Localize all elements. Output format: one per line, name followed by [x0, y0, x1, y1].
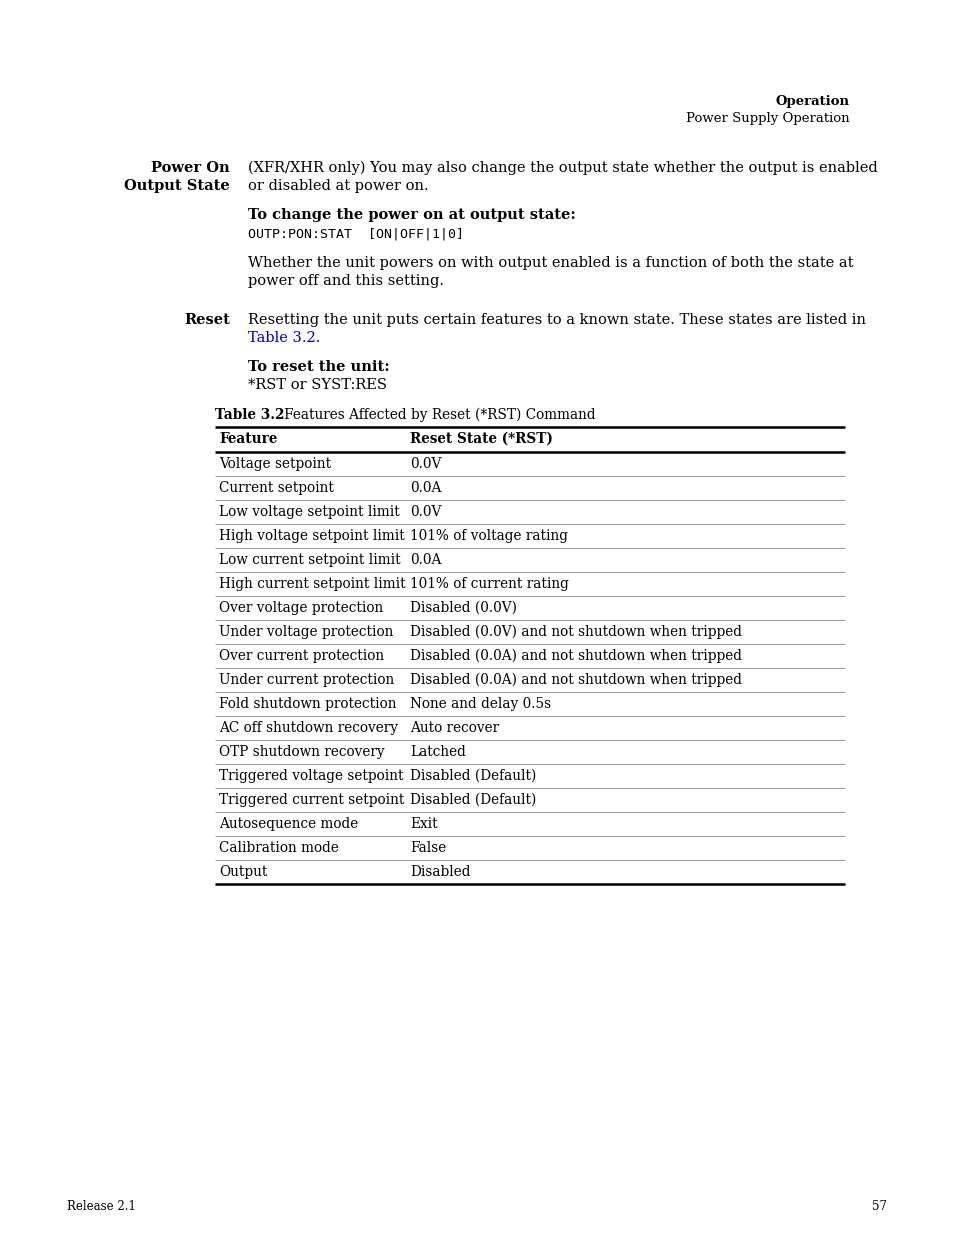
Text: Under current protection: Under current protection	[219, 673, 394, 687]
Text: Latched: Latched	[410, 745, 465, 760]
Text: Power On: Power On	[152, 161, 230, 175]
Text: Reset: Reset	[184, 312, 230, 327]
Text: *RST or SYST:RES: *RST or SYST:RES	[248, 378, 387, 391]
Text: 0.0A: 0.0A	[410, 553, 441, 567]
Text: 101% of voltage rating: 101% of voltage rating	[410, 529, 567, 543]
Text: Fold shutdown protection: Fold shutdown protection	[219, 697, 396, 711]
Text: Table 3.2: Table 3.2	[214, 408, 284, 422]
Text: Over voltage protection: Over voltage protection	[219, 601, 383, 615]
Text: 0.0A: 0.0A	[410, 480, 441, 495]
Text: To change the power on at output state:: To change the power on at output state:	[248, 207, 576, 222]
Text: Voltage setpoint: Voltage setpoint	[219, 457, 331, 471]
Text: False: False	[410, 841, 446, 855]
Text: None and delay 0.5s: None and delay 0.5s	[410, 697, 551, 711]
Text: Autosequence mode: Autosequence mode	[219, 818, 358, 831]
Text: Calibration mode: Calibration mode	[219, 841, 338, 855]
Text: Disabled (0.0V) and not shutdown when tripped: Disabled (0.0V) and not shutdown when tr…	[410, 625, 741, 640]
Text: Current setpoint: Current setpoint	[219, 480, 334, 495]
Text: Disabled (Default): Disabled (Default)	[410, 769, 536, 783]
Text: 0.0V: 0.0V	[410, 457, 441, 471]
Text: Disabled (0.0A) and not shutdown when tripped: Disabled (0.0A) and not shutdown when tr…	[410, 650, 741, 663]
Text: Disabled: Disabled	[410, 864, 470, 879]
Text: (XFR/XHR only) You may also change the output state whether the output is enable: (XFR/XHR only) You may also change the o…	[248, 161, 877, 175]
Text: or disabled at power on.: or disabled at power on.	[248, 179, 428, 193]
Text: Operation: Operation	[775, 95, 849, 107]
Text: OTP shutdown recovery: OTP shutdown recovery	[219, 745, 384, 760]
Text: Table 3.2.: Table 3.2.	[248, 331, 320, 345]
Text: 57: 57	[871, 1200, 886, 1213]
Text: High current setpoint limit: High current setpoint limit	[219, 577, 405, 592]
Text: Low voltage setpoint limit: Low voltage setpoint limit	[219, 505, 399, 519]
Text: Exit: Exit	[410, 818, 437, 831]
Text: Disabled (0.0A) and not shutdown when tripped: Disabled (0.0A) and not shutdown when tr…	[410, 673, 741, 688]
Text: Output State: Output State	[124, 179, 230, 193]
Text: Triggered current setpoint: Triggered current setpoint	[219, 793, 404, 806]
Text: Output: Output	[219, 864, 267, 879]
Text: Whether the unit powers on with output enabled is a function of both the state a: Whether the unit powers on with output e…	[248, 256, 853, 270]
Text: Over current protection: Over current protection	[219, 650, 384, 663]
Text: To reset the unit:: To reset the unit:	[248, 359, 390, 374]
Text: Low current setpoint limit: Low current setpoint limit	[219, 553, 400, 567]
Text: Auto recover: Auto recover	[410, 721, 498, 735]
Text: Triggered voltage setpoint: Triggered voltage setpoint	[219, 769, 403, 783]
Text: Features Affected by Reset (*RST) Command: Features Affected by Reset (*RST) Comman…	[271, 408, 595, 422]
Text: Power Supply Operation: Power Supply Operation	[685, 112, 849, 125]
Text: AC off shutdown recovery: AC off shutdown recovery	[219, 721, 397, 735]
Text: 101% of current rating: 101% of current rating	[410, 577, 568, 592]
Text: Feature: Feature	[219, 432, 277, 446]
Text: OUTP:PON:STAT  [ON|OFF|1|0]: OUTP:PON:STAT [ON|OFF|1|0]	[248, 227, 463, 240]
Text: Under voltage protection: Under voltage protection	[219, 625, 393, 638]
Text: Release 2.1: Release 2.1	[67, 1200, 135, 1213]
Text: Disabled (Default): Disabled (Default)	[410, 793, 536, 806]
Text: Disabled (0.0V): Disabled (0.0V)	[410, 601, 517, 615]
Text: 0.0V: 0.0V	[410, 505, 441, 519]
Text: Resetting the unit puts certain features to a known state. These states are list: Resetting the unit puts certain features…	[248, 312, 865, 327]
Text: Reset State (*RST): Reset State (*RST)	[410, 432, 553, 446]
Text: High voltage setpoint limit: High voltage setpoint limit	[219, 529, 404, 543]
Text: power off and this setting.: power off and this setting.	[248, 274, 443, 288]
